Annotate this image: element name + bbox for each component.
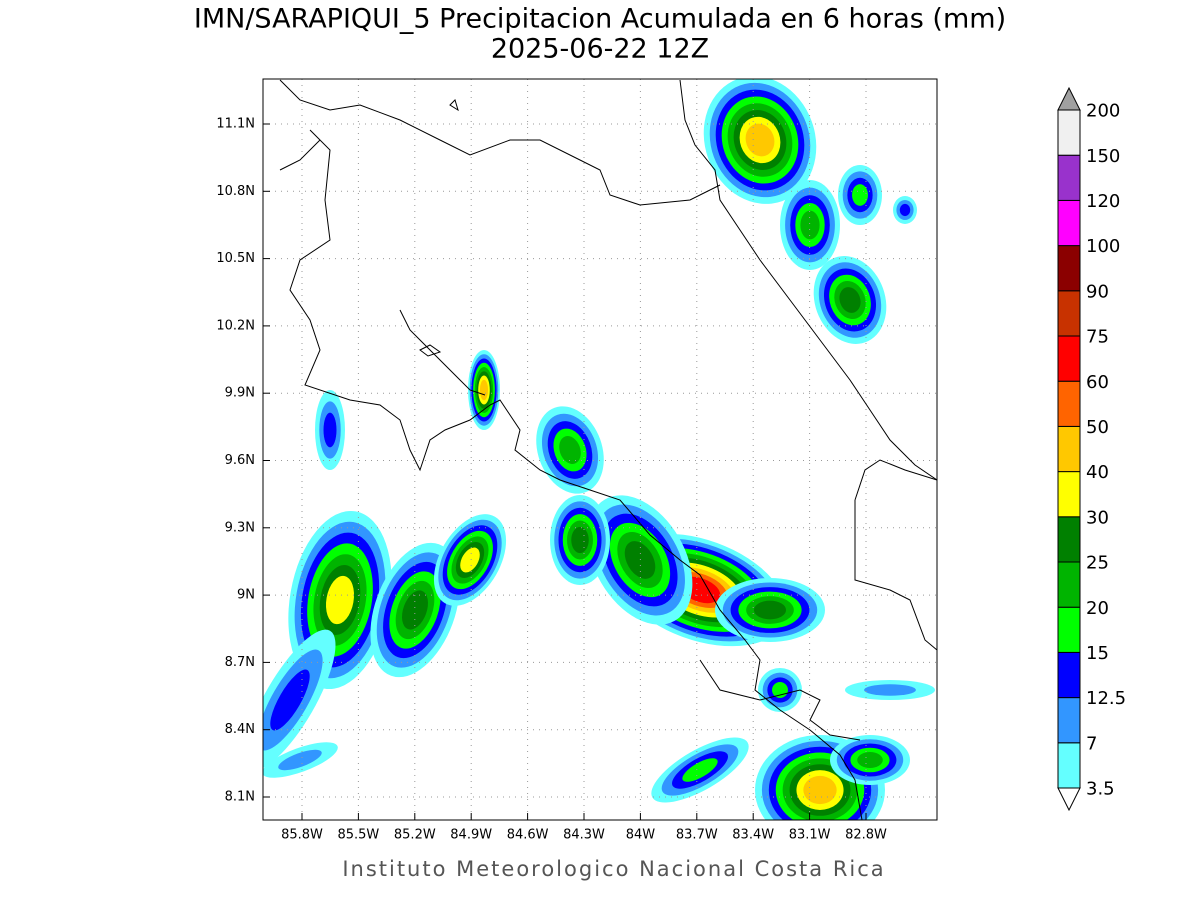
colorbar-cell [1057,199,1081,247]
colorbar-cell [1057,335,1081,382]
lon-label: 83.4W [732,828,774,843]
colorbar-cell [1057,109,1081,156]
colorbar-label: 40 [1086,462,1109,483]
map-frame [262,78,938,821]
colorbar-label: 15 [1086,643,1109,664]
colorbar-label: 90 [1086,281,1109,302]
title: IMN/SARAPIQUI_5 Precipitacion Acumulada … [194,4,1006,35]
colorbar-high [1057,86,1081,111]
lat-label: 9.3N [225,520,255,535]
colorbar-cell [1057,425,1081,473]
lat-label: 10.8N [216,184,255,199]
colorbar-cell [1057,154,1081,201]
footer: Instituto Meteorologico Nacional Costa R… [342,857,885,881]
precip-contour [460,547,480,573]
grid: 11.1N 10.8N 10.5N 10.2N 9.9N 9.6N 9.3N 9N 8.7N 8.… [216,79,937,843]
colorbar: 3.5 7 12.5 15 20 25 30 40 50 60 75 90 100 120 150 200 [1057,86,1126,812]
colorbar-label: 60 [1086,372,1109,393]
precip-contour [899,203,911,217]
precip-contour [745,123,775,157]
precip-contour [323,412,337,448]
lat-label: 10.5N [216,251,255,266]
colorbar-label: 100 [1086,236,1120,257]
lat-label: 9N [237,588,255,603]
lon-label: 83.1W [789,828,831,843]
lon-label: 82.8W [845,828,887,843]
colorbar-cell [1057,516,1081,563]
colorbar-label: 25 [1086,553,1109,574]
precip-contour [682,758,718,782]
subtitle: 2025-06-22 12Z [491,34,709,65]
lat-label: 9.9N [225,386,255,401]
colorbar-cell [1057,651,1081,699]
lon-label: 85.2W [394,828,436,843]
precip-field [263,79,935,820]
colorbar-cell [1057,245,1081,292]
lon-label: 85.5W [337,828,379,843]
colorbar-label: 7 [1086,733,1097,754]
lat-label: 8.4N [225,722,255,737]
colorbar-label: 120 [1086,191,1120,212]
coastlines [279,79,937,820]
colorbar-cell [1057,561,1081,608]
lat-label: 11.1N [216,117,255,132]
precip-contour [803,775,837,805]
lat-label: 8.7N [225,655,255,670]
precip-contour [559,436,581,464]
precip-contour [864,684,916,696]
precip-contour [857,752,883,768]
colorbar-cell [1057,697,1081,744]
colorbar-label: 50 [1086,417,1109,438]
colorbar-cell [1057,742,1081,789]
precip-contour [402,590,428,630]
precip-contour [479,379,489,401]
lon-label: 84.9W [450,828,492,843]
colorbar-label: 20 [1086,598,1109,619]
colorbar-cell [1057,290,1081,337]
precip-contour [571,526,589,554]
precip-contour [852,184,868,206]
colorbar-label: 200 [1086,101,1120,122]
lon-label: 84.3W [563,828,605,843]
lat-label: 10.2N [216,318,255,333]
colorbar-low [1057,787,1081,812]
precip-contour [772,682,788,698]
colorbar-label: 150 [1086,146,1120,167]
colorbar-label: 30 [1086,507,1109,528]
precip-contour [753,600,787,620]
colorbar-cell [1057,606,1081,653]
precip-contour [325,575,355,625]
lat-label: 9.6N [225,453,255,468]
colorbar-label: 3.5 [1086,779,1115,800]
precip-contour [800,210,820,240]
colorbar-label: 12.5 [1086,688,1126,709]
colorbar-label: 75 [1086,327,1109,348]
colorbar-cell [1057,471,1081,518]
lon-label: 85.8W [281,828,323,843]
lon-label: 83.7W [676,828,718,843]
lon-label: 84.6W [507,828,549,843]
colorbar-cell [1057,380,1081,427]
precip-contour [270,669,310,731]
lat-label: 8.1N [225,790,255,805]
lon-label: 84W [626,828,656,843]
precip-contour [839,287,861,313]
precip-contour [278,749,322,771]
